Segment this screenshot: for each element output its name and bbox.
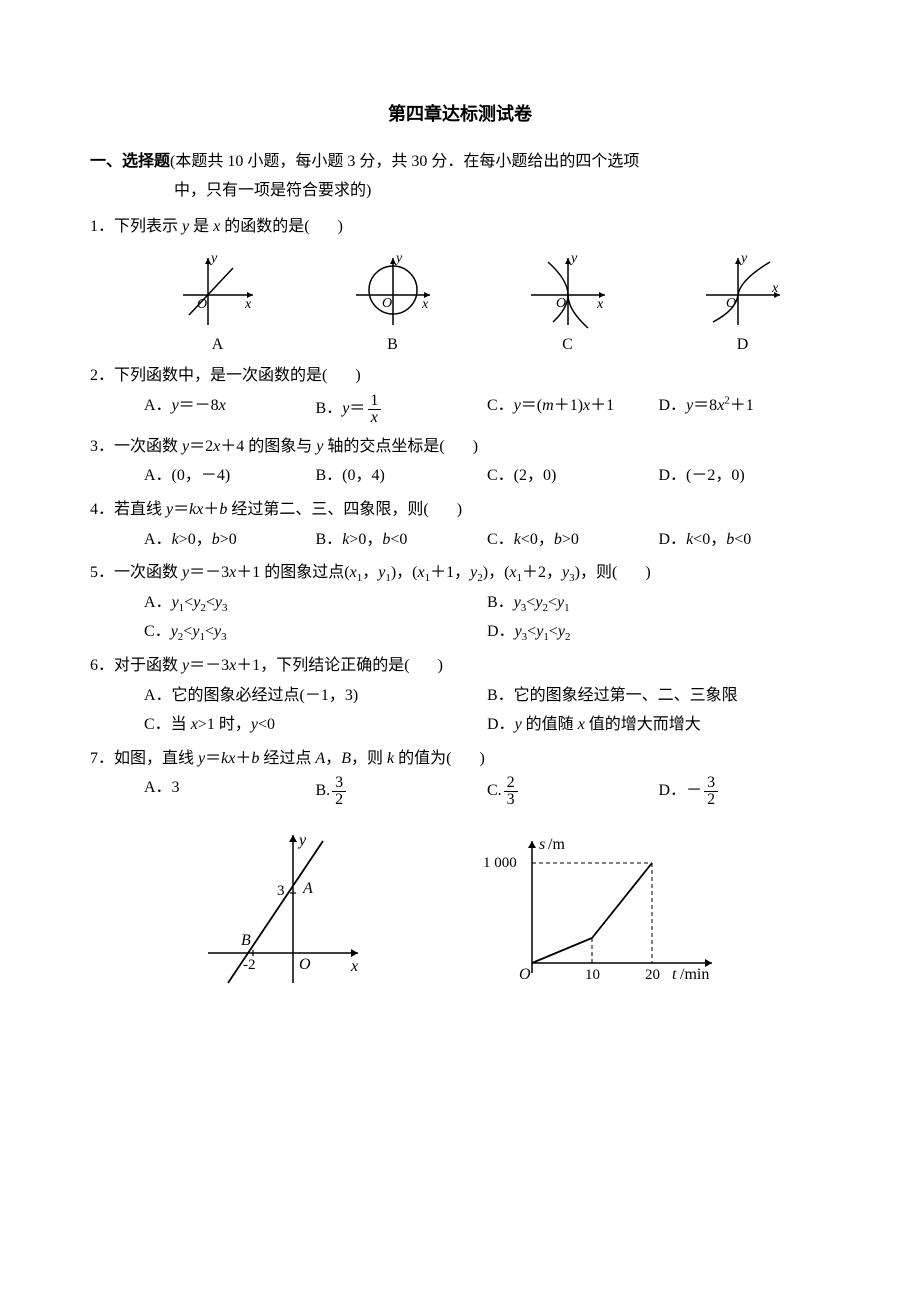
svg-text:20: 20 [645,967,660,983]
svg-text:s: s [539,836,545,853]
q4-opt-d: D．k<0，b<0 [659,527,831,553]
svg-text:O: O [556,296,566,311]
q2-options: A．y＝－8x B．y＝1x C．y＝(m＋1)x＋1 D．y＝8x2＋1 [90,393,830,426]
q1-label-d: D [698,332,788,358]
svg-text:/m: /m [548,836,565,853]
q7-opt-d: D．－32 [659,775,831,808]
q3-opt-c: C．(2，0) [487,463,659,489]
svg-text:y: y [297,832,307,849]
q5-opt-a: A．y1<y2<y3 [144,590,487,616]
q7-opt-a: A．3 [144,775,316,808]
q6-opt-a: A．它的图象必经过点(－1，3) [144,683,487,709]
svg-text:O: O [726,296,736,311]
svg-text:y: y [739,251,748,266]
q4-opt-b: B．k>0，b<0 [316,527,488,553]
svg-text:10: 10 [585,967,600,983]
q6-opt-c: C．当 x>1 时，y<0 [144,712,487,738]
question-2: 2．下列函数中，是一次函数的是() A．y＝－8x B．y＝1x C．y＝(m＋… [90,363,830,426]
svg-text:-2: -2 [243,957,256,973]
svg-text:O: O [382,296,392,311]
q1-stem: 1．下列表示 y 是 x 的函数的是() [90,214,830,240]
q5-stem: 5．一次函数 y＝－3x＋1 的图象过点(x1，y1)，(x1＋1，y2)，(x… [90,560,830,586]
svg-text:/min: /min [680,966,709,983]
svg-text:A: A [302,880,313,897]
q5-options: A．y1<y2<y3 B．y3<y2<y1 C．y2<y1<y3 D．y3<y1… [90,590,830,645]
svg-text:x: x [596,297,604,312]
q7-left-graph: y x O 3 A B -2 [193,823,373,993]
q1-label-a: A [173,332,263,358]
q1-graph-b: y x O B [348,250,438,358]
q5-opt-c: C．y2<y1<y3 [144,619,487,645]
svg-text:x: x [350,958,358,975]
q6-options: A．它的图象必经过点(－1，3) B．它的图象经过第一、二、三象限 C．当 x>… [90,683,830,738]
q1-label-b: B [348,332,438,358]
q6-stem: 6．对于函数 y＝－3x＋1，下列结论正确的是() [90,653,830,679]
svg-text:x: x [244,297,252,312]
svg-text:x: x [771,281,779,296]
q7-stem: 7．如图，直线 y＝kx＋b 经过点 A，B，则 k 的值为() [90,746,830,772]
svg-text:O: O [197,297,207,312]
q2-stem: 2．下列函数中，是一次函数的是() [90,363,830,389]
q4-options: A．k>0，b>0 B．k>0，b<0 C．k<0，b>0 D．k<0，b<0 [90,527,830,553]
question-3: 3．一次函数 y＝2x＋4 的图象与 y 轴的交点坐标是() A．(0，－4) … [90,434,830,489]
q3-stem: 3．一次函数 y＝2x＋4 的图象与 y 轴的交点坐标是() [90,434,830,460]
q7-figures: y x O 3 A B -2 [90,823,830,993]
q4-opt-c: C．k<0，b>0 [487,527,659,553]
q1-graph-d: y x O D [698,250,788,358]
q3-opt-b: B．(0，4) [316,463,488,489]
q5-opt-b: B．y3<y2<y1 [487,590,830,616]
question-6: 6．对于函数 y＝－3x＋1，下列结论正确的是() A．它的图象必经过点(－1，… [90,653,830,738]
q3-opt-a: A．(0，－4) [144,463,316,489]
q2-opt-a: A．y＝－8x [144,393,316,426]
q1-graph-c: y x O C [523,250,613,358]
section-header: 一、选择题(本题共 10 小题，每小题 3 分，共 30 分．在每小题给出的四个… [90,149,830,175]
q5-opt-d: D．y3<y1<y2 [487,619,830,645]
q1-label-c: C [523,332,613,358]
question-1: 1．下列表示 y 是 x 的函数的是() y x O A y [90,214,830,357]
q7-opt-b: B.32 [316,775,488,808]
question-7: 7．如图，直线 y＝kx＋b 经过点 A，B，则 k 的值为() A．3 B.3… [90,746,830,994]
q2-opt-c: C．y＝(m＋1)x＋1 [487,393,659,426]
q1-graphs: y x O A y x O B [130,250,830,358]
section-detail1: (本题共 10 小题，每小题 3 分，共 30 分．在每小题给出的四个选项 [170,153,639,170]
q2-opt-d: D．y＝8x2＋1 [659,393,831,426]
q7-options: A．3 B.32 C.23 D．－32 [90,775,830,808]
q4-opt-a: A．k>0，b>0 [144,527,316,553]
svg-text:O: O [299,956,311,973]
svg-text:t: t [672,966,677,983]
q3-opt-d: D．(－2，0) [659,463,831,489]
svg-text:y: y [569,251,578,266]
svg-text:x: x [421,297,429,312]
svg-text:O: O [519,966,531,983]
svg-text:y: y [394,251,403,266]
q7-right-graph: s /m 1 000 O 10 20 t /min [477,823,727,993]
q2-opt-b: B．y＝1x [316,393,488,426]
q6-opt-b: B．它的图象经过第一、二、三象限 [487,683,830,709]
page-title: 第四章达标测试卷 [90,100,830,129]
question-5: 5．一次函数 y＝－3x＋1 的图象过点(x1，y1)，(x1＋1，y2)，(x… [90,560,830,645]
q1-graph-a: y x O A [173,250,263,358]
question-4: 4．若直线 y＝kx＋b 经过第二、三、四象限，则() A．k>0，b>0 B．… [90,497,830,552]
svg-text:y: y [209,251,218,266]
q3-options: A．(0，－4) B．(0，4) C．(2，0) D．(－2，0) [90,463,830,489]
q7-opt-c: C.23 [487,775,659,808]
section-detail2: 中，只有一项是符合要求的) [174,178,830,204]
section-heading: 一、选择题 [90,153,170,170]
q4-stem: 4．若直线 y＝kx＋b 经过第二、三、四象限，则() [90,497,830,523]
svg-text:B: B [241,932,251,949]
svg-text:1 000: 1 000 [483,855,517,871]
q6-opt-d: D．y 的值随 x 值的增大而增大 [487,712,830,738]
svg-text:3: 3 [277,883,285,899]
